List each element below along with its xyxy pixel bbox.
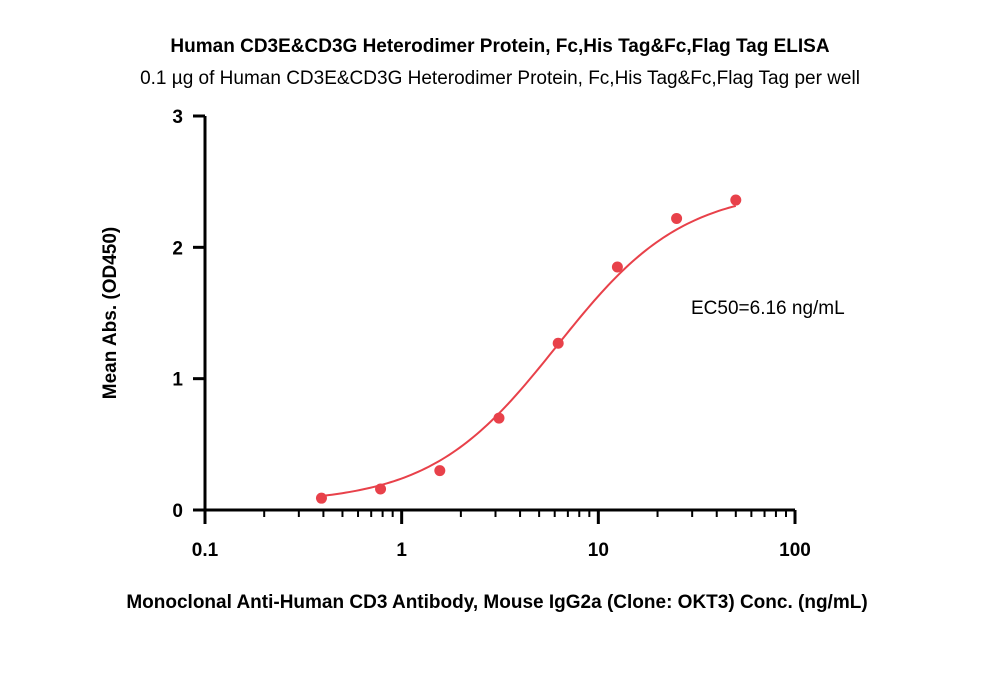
data-point — [611, 261, 623, 273]
x-tick-label: 1 — [396, 540, 407, 561]
data-point — [434, 465, 446, 477]
data-point — [671, 212, 683, 224]
y-axis-title: Mean Abs. (OD450) — [100, 227, 121, 399]
chart-subtitle: 0.1 µg of Human CD3E&CD3G Heterodimer Pr… — [140, 68, 860, 89]
x-axis-ticks: 0.1 1 10 100 — [192, 510, 811, 561]
data-point — [552, 337, 564, 349]
data-point — [315, 492, 327, 504]
y-tick-label: 1 — [172, 370, 183, 391]
x-axis-title: Monoclonal Anti-Human CD3 Antibody, Mous… — [126, 592, 867, 613]
chart-title: Human CD3E&CD3G Heterodimer Protein, Fc,… — [170, 36, 829, 57]
y-tick-label: 3 — [172, 107, 183, 128]
fit-curve — [321, 204, 737, 497]
data-points — [315, 194, 742, 504]
y-axis-ticks: 0 1 2 3 — [172, 107, 205, 522]
x-tick-label: 10 — [588, 540, 609, 561]
data-point — [730, 194, 742, 206]
x-tick-label: 100 — [779, 540, 811, 561]
data-point — [493, 412, 505, 424]
x-tick-label: 0.1 — [192, 540, 219, 561]
y-tick-label: 2 — [172, 238, 183, 259]
data-point — [375, 483, 387, 495]
ec50-annotation: EC50=6.16 ng/mL — [691, 298, 845, 319]
y-tick-label: 0 — [172, 501, 183, 522]
